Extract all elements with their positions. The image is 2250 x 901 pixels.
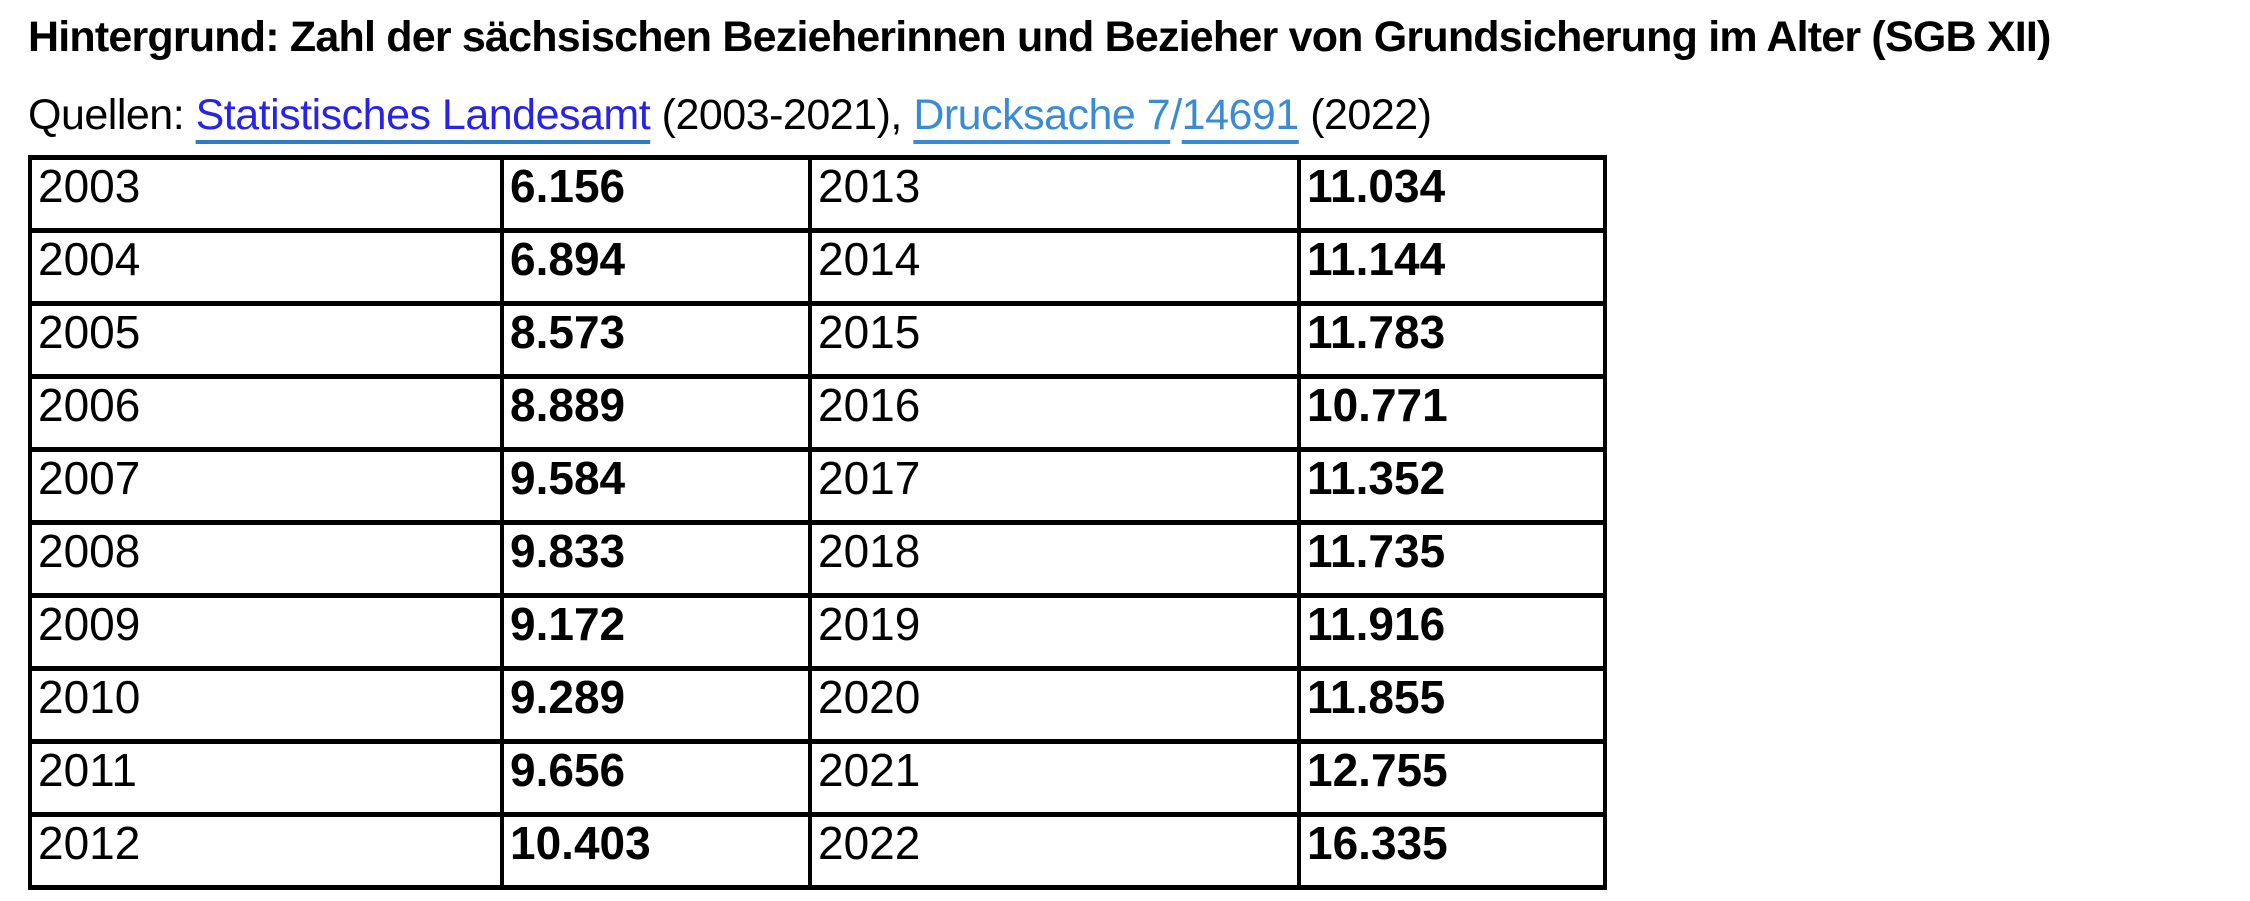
value-cell: 9.289 [500, 666, 812, 744]
sources-line: Quellen: Statistisches Landesamt (2003-2… [28, 88, 2250, 142]
value-cell: 11.034 [1297, 155, 1607, 233]
table-row: 2007 9.584 2017 11.352 [28, 447, 1607, 525]
year-cell: 2016 [808, 374, 1301, 452]
year-cell: 2017 [808, 447, 1301, 525]
year-cell: 2012 [28, 812, 504, 890]
value-cell: 9.833 [500, 520, 812, 598]
year-cell: 2020 [808, 666, 1301, 744]
sources-between-text: (2003-2021), [650, 91, 914, 139]
table-row: 2009 9.172 2019 11.916 [28, 593, 1607, 671]
table-row: 2010 9.289 2020 11.855 [28, 666, 1607, 744]
value-cell: 11.144 [1297, 228, 1607, 306]
table-row: 2012 10.403 2022 16.335 [28, 812, 1607, 890]
data-table: 2003 6.156 2013 11.034 2004 6.894 2014 1… [28, 155, 1607, 890]
value-cell: 10.771 [1297, 374, 1607, 452]
value-cell: 11.352 [1297, 447, 1607, 525]
value-cell: 8.889 [500, 374, 812, 452]
value-cell: 11.783 [1297, 301, 1607, 379]
year-cell: 2005 [28, 301, 504, 379]
source-link-drucksache-7[interactable]: Drucksache 7 [913, 91, 1171, 139]
year-cell: 2007 [28, 447, 504, 525]
value-cell: 6.156 [500, 155, 812, 233]
year-cell: 2019 [808, 593, 1301, 671]
value-cell: 16.335 [1297, 812, 1607, 890]
year-cell: 2010 [28, 666, 504, 744]
table-row: 2011 9.656 2021 12.755 [28, 739, 1607, 817]
year-cell: 2014 [808, 228, 1301, 306]
value-cell: 6.894 [500, 228, 812, 306]
value-cell: 11.916 [1297, 593, 1607, 671]
table-row: 2008 9.833 2018 11.735 [28, 520, 1607, 598]
page-title: Hintergrund: Zahl der sächsischen Bezieh… [28, 13, 2051, 61]
year-cell: 2011 [28, 739, 504, 817]
sources-suffix: (2022) [1298, 91, 1432, 139]
value-cell: 9.656 [500, 739, 812, 817]
value-cell: 8.573 [500, 301, 812, 379]
table-row: 2006 8.889 2016 10.771 [28, 374, 1607, 452]
value-cell: 12.755 [1297, 739, 1607, 817]
year-cell: 2015 [808, 301, 1301, 379]
value-cell: 11.735 [1297, 520, 1607, 598]
year-cell: 2013 [808, 155, 1301, 233]
source-link-statistisches-landesamt[interactable]: Statistisches Landesamt [195, 91, 651, 139]
year-cell: 2022 [808, 812, 1301, 890]
source-link-14691[interactable]: 14691 [1181, 91, 1300, 139]
value-cell: 11.855 [1297, 666, 1607, 744]
value-cell: 9.172 [500, 593, 812, 671]
table-row: 2003 6.156 2013 11.034 [28, 155, 1607, 233]
year-cell: 2008 [28, 520, 504, 598]
value-cell: 9.584 [500, 447, 812, 525]
document-body: Hintergrund: Zahl der sächsischen Bezieh… [28, 10, 2250, 890]
year-cell: 2006 [28, 374, 504, 452]
sources-prefix: Quellen: [28, 91, 196, 139]
year-cell: 2003 [28, 155, 504, 233]
table-row: 2005 8.573 2015 11.783 [28, 301, 1607, 379]
year-cell: 2018 [808, 520, 1301, 598]
table-row: 2004 6.894 2014 11.144 [28, 228, 1607, 306]
year-cell: 2009 [28, 593, 504, 671]
value-cell: 10.403 [500, 812, 812, 890]
sources-slash: / [1170, 91, 1182, 139]
year-cell: 2021 [808, 739, 1301, 817]
year-cell: 2004 [28, 228, 504, 306]
